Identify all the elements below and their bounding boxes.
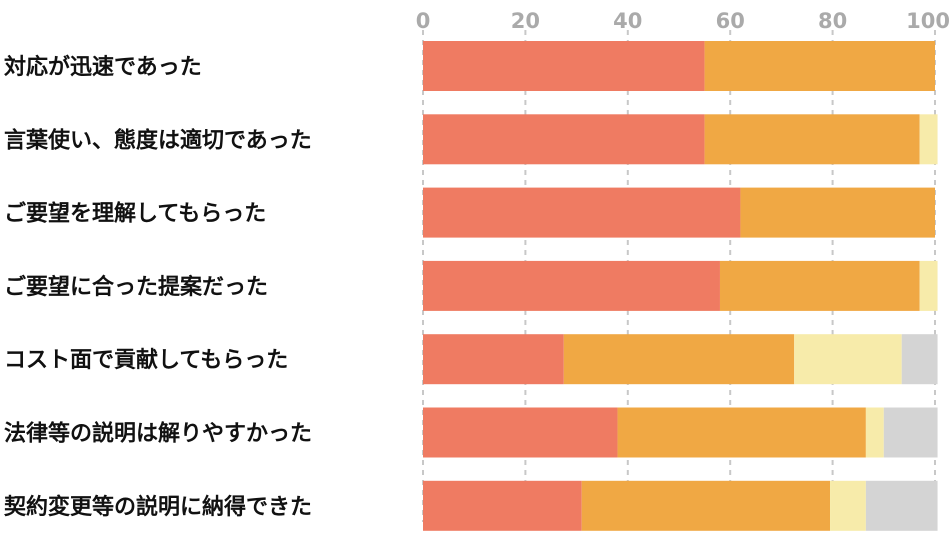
x-tick-label: 80 — [818, 9, 847, 33]
x-tick-label: 60 — [716, 9, 745, 33]
bar-segment-0-0 — [423, 41, 705, 91]
bar-segment-3-2 — [919, 260, 938, 311]
category-label: ご要望に合った提案だった — [4, 274, 268, 300]
x-tick-label: 0 — [416, 9, 431, 33]
bar-segment-6-0 — [423, 480, 582, 531]
x-tick-label: 40 — [613, 9, 642, 33]
bar-segment-6-3 — [865, 480, 938, 531]
bar-segment-1-2 — [919, 114, 938, 165]
bar-segment-5-2 — [865, 407, 884, 458]
bar-segment-1-0 — [423, 114, 705, 165]
bar-segment-5-1 — [617, 407, 866, 458]
category-label: 言葉使い、態度は適切であった — [4, 127, 312, 153]
bar-segment-6-1 — [581, 480, 831, 531]
bar-segment-3-1 — [719, 260, 920, 311]
category-label: 対応が迅速であった — [4, 54, 202, 80]
bar-segment-4-2 — [794, 334, 902, 385]
category-label: 法律等の説明は解りやすかった — [4, 421, 312, 447]
bar-segment-1-1 — [704, 114, 920, 165]
bar-segment-2-0 — [423, 187, 741, 238]
x-tick-label: 20 — [511, 9, 540, 33]
bar-segment-3-0 — [423, 260, 720, 311]
category-label: ご要望を理解してもらった — [4, 201, 266, 227]
bar-segment-6-2 — [830, 480, 866, 531]
bar-segment-0-1 — [704, 41, 935, 91]
x-tick-label: 100 — [906, 9, 950, 33]
bar-segment-5-3 — [883, 407, 938, 458]
bar-segment-4-0 — [423, 334, 564, 385]
bar-segment-4-1 — [563, 334, 795, 385]
category-labels: 対応が迅速であった言葉使い、態度は適切であったご要望を理解してもらったご要望に合… — [3, 54, 312, 520]
x-axis-tick-labels: 0 20 40 60 80 100 — [416, 9, 950, 33]
bars — [423, 41, 938, 531]
bar-segment-2-1 — [740, 187, 935, 238]
category-label: 契約変更等の説明に納得できた — [3, 494, 312, 520]
bar-segment-4-3 — [901, 334, 938, 385]
bar-segment-5-0 — [423, 407, 618, 458]
category-label: コスト面で貢献してもらった — [4, 347, 288, 373]
